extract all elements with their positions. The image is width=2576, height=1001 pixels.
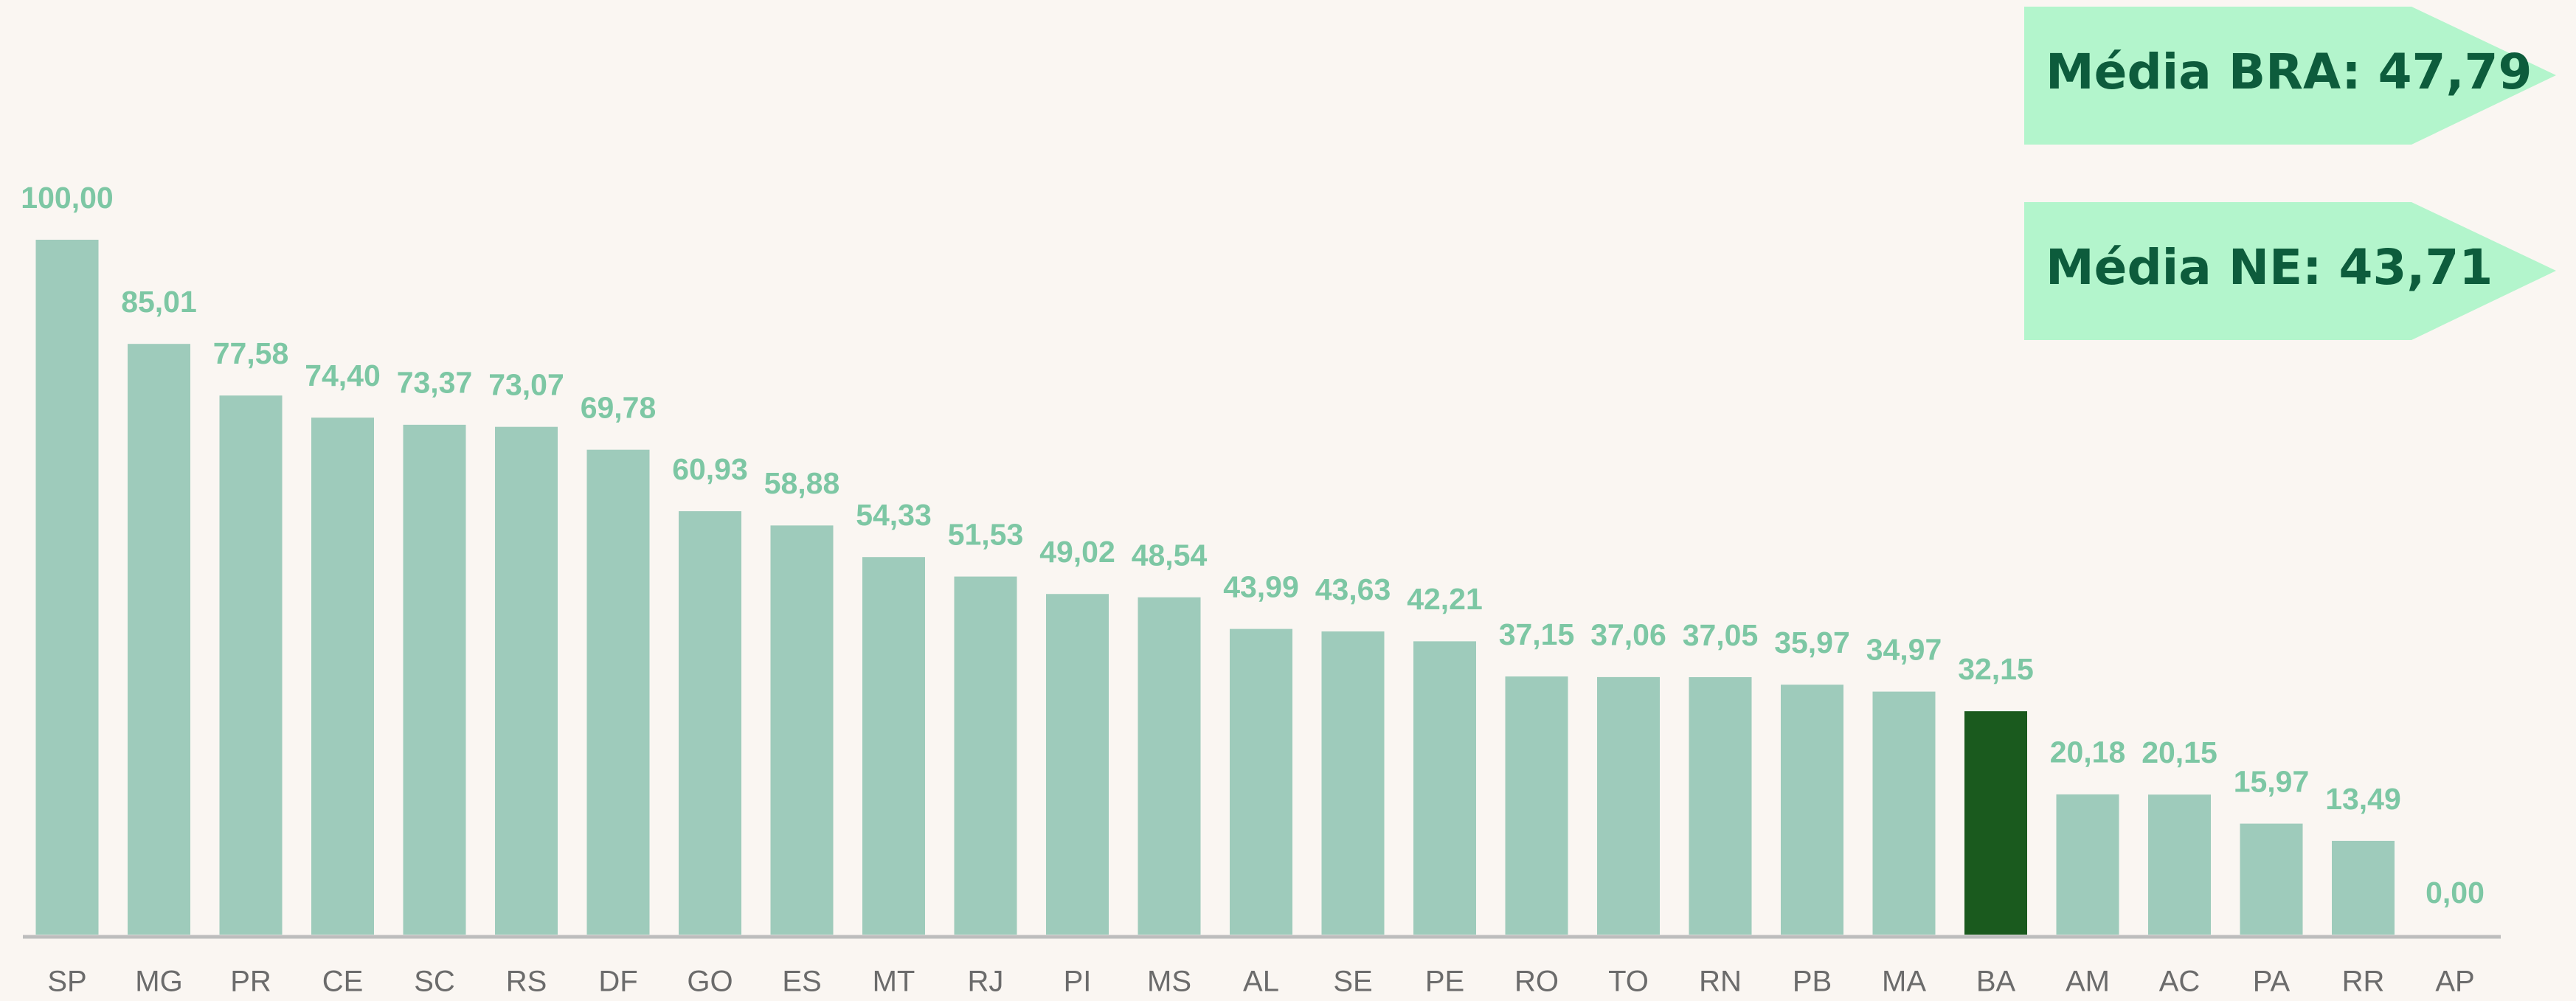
bar [1230,628,1292,935]
bar [586,449,650,935]
x-tick-label: PB [1793,966,1832,998]
bar [2240,823,2303,935]
value-label: 37,06 [1590,618,1666,652]
x-tick-label: PA [2253,966,2291,998]
bar [679,511,741,935]
annotation-arrow [2024,202,2556,340]
value-label: 69,78 [581,391,657,425]
x-tick-label: AL [1243,966,1279,998]
bar [311,418,374,935]
x-tick-label: DF [598,966,637,998]
value-label: 20,15 [2142,735,2217,769]
bar [403,424,466,935]
x-tick-label: RO [1514,966,1559,998]
bar [1505,676,1568,935]
x-tick-label: RR [2342,966,2385,998]
bar [954,576,1017,935]
x-tick-label: CE [322,966,364,998]
value-label: 77,58 [213,336,289,370]
value-label: 37,05 [1683,618,1759,652]
value-label: 74,40 [305,359,381,392]
bar [1138,597,1201,935]
annotation: Média BRA: 47,79 [2046,44,2532,100]
x-tick-label: PE [1425,966,1464,998]
annotation: Média NE: 43,71 [2046,239,2493,296]
x-tick-label: AC [2159,966,2201,998]
value-label: 32,15 [1958,652,2034,686]
x-tick-label: ES [782,966,821,998]
x-tick-label: RS [506,966,547,998]
bar [1597,676,1660,935]
x-tick-label: MG [135,966,182,998]
bar [1964,711,2027,935]
value-label: 60,93 [672,452,748,486]
bar [2056,794,2119,935]
bar [495,426,558,935]
x-tick-label: MS [1147,966,1191,998]
x-tick-label: RJ [968,966,1004,998]
bar [2332,840,2395,935]
bar [770,525,834,935]
x-tick-label: AM [2066,966,2110,998]
value-label: 100,00 [21,181,113,215]
x-tick-label: SP [47,966,86,998]
value-label: 43,63 [1315,572,1391,606]
bar [1046,594,1109,935]
value-label: 49,02 [1039,535,1115,569]
value-label: 34,97 [1866,632,1942,666]
value-label: 51,53 [948,517,1024,551]
x-tick-label: PI [1064,966,1092,998]
x-tick-label: GO [687,966,733,998]
bar [1781,685,1843,935]
bar [2148,794,2211,935]
value-label: 15,97 [2234,764,2310,798]
bar [1872,691,1936,935]
value-label: 58,88 [764,466,840,500]
bar [35,240,99,935]
x-tick-label: AP [2435,966,2474,998]
value-label: 73,07 [488,368,564,402]
bar [1321,631,1385,935]
value-label: 20,18 [2050,735,2126,769]
x-tick-label: MA [1882,966,1926,998]
value-label: 73,37 [397,366,473,400]
value-label: 42,21 [1407,582,1483,616]
x-tick-label: MT [873,966,915,998]
bar [862,557,925,935]
x-tick-label: SC [414,966,455,998]
value-label: 48,54 [1132,538,1208,572]
annotation-arrow [2024,7,2556,145]
value-label: 0,00 [2426,876,2485,910]
bar [1689,676,1752,935]
value-label: 13,49 [2325,782,2401,816]
x-tick-label: BA [1976,966,2016,998]
x-tick-label: RN [1699,966,1742,998]
value-label: 37,15 [1499,617,1575,651]
value-label: 43,99 [1223,569,1299,603]
value-label: 54,33 [856,498,932,532]
x-tick-label: PR [230,966,271,998]
bar [128,344,190,935]
x-tick-label: SE [1333,966,1372,998]
value-label: 85,01 [121,285,197,319]
value-label: 35,97 [1774,626,1850,659]
bar [1413,641,1476,935]
bar [219,395,283,935]
x-tick-label: TO [1608,966,1649,998]
